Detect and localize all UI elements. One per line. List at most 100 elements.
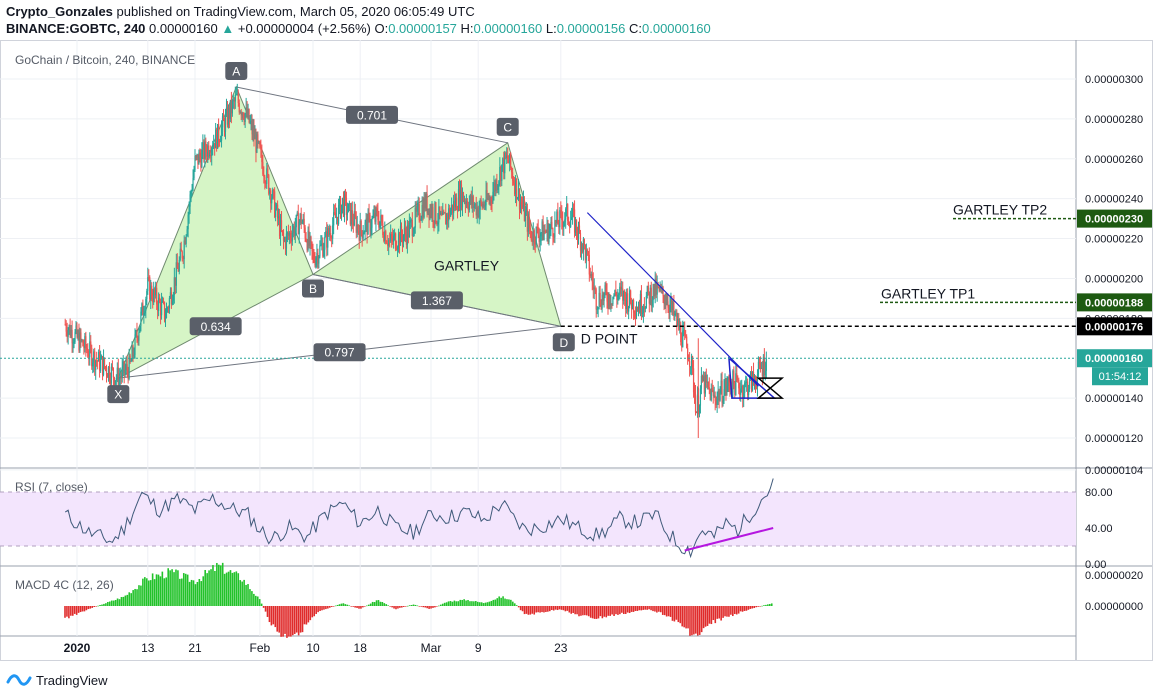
macd-bar xyxy=(712,606,715,621)
candle-down xyxy=(691,356,694,369)
macd-bar xyxy=(120,597,123,606)
time-tick-label: Feb xyxy=(250,641,271,655)
price-tick-label: 0.00000104 xyxy=(1085,465,1143,477)
candle-down xyxy=(200,157,202,168)
candle-up xyxy=(408,222,410,237)
candle-up xyxy=(298,221,300,235)
macd-bar xyxy=(243,579,245,606)
macd-bar xyxy=(391,606,393,608)
candle-up xyxy=(710,388,712,401)
candle-down xyxy=(205,141,207,153)
macd-bar xyxy=(599,606,602,617)
macd-bar xyxy=(498,596,500,606)
candle-down xyxy=(222,116,225,121)
macd-bar xyxy=(103,603,105,606)
candle-up xyxy=(272,189,274,199)
macd-bar xyxy=(570,606,573,614)
point-label-c: C xyxy=(503,120,512,134)
candle-down xyxy=(537,227,539,236)
candle-up xyxy=(527,216,529,232)
candle-up xyxy=(652,284,654,300)
candle-up xyxy=(723,389,725,401)
macd-bar xyxy=(116,598,119,606)
candle-up xyxy=(621,288,623,290)
candle-up xyxy=(323,249,325,257)
tp1-price-tag-value: 0.00000188 xyxy=(1085,297,1143,309)
candle-up xyxy=(338,198,341,206)
macd-bar xyxy=(720,606,722,621)
candle-up xyxy=(217,124,219,149)
publish-date: published on TradingView.com, March 05, … xyxy=(116,4,475,19)
macd-bar xyxy=(188,581,191,606)
author-name[interactable]: Crypto_Gonzales xyxy=(6,4,113,19)
macd-bar xyxy=(163,578,166,606)
candle-up xyxy=(192,178,194,191)
ratio-box xyxy=(346,105,398,124)
candle-down xyxy=(452,204,454,213)
candle-up xyxy=(580,244,583,251)
candle-up xyxy=(124,369,126,374)
candle-down xyxy=(630,290,632,303)
d-point-price-tag-box xyxy=(1077,317,1152,336)
candle-down xyxy=(662,287,664,296)
macd-bar xyxy=(284,606,286,634)
candle-down xyxy=(481,202,483,208)
candle-up xyxy=(146,291,148,299)
candle-down xyxy=(607,301,609,307)
candle-up xyxy=(341,197,344,205)
candle-up xyxy=(220,127,223,141)
macd-bar xyxy=(354,606,356,608)
macd-bar xyxy=(184,573,187,606)
macd-bar xyxy=(677,606,680,623)
candle-down xyxy=(523,200,526,221)
macd-bar xyxy=(325,606,327,610)
macd-bar xyxy=(404,606,407,607)
candle-down xyxy=(692,368,695,393)
macd-bar xyxy=(395,606,397,610)
macd-bar xyxy=(461,599,463,606)
macd-bar xyxy=(319,606,321,611)
candle-up xyxy=(258,141,260,143)
candle-down xyxy=(511,167,513,173)
macd-bar xyxy=(204,569,206,606)
candle-down xyxy=(156,287,158,305)
candle-down xyxy=(248,109,250,123)
macd-bar xyxy=(735,606,738,615)
candle-up xyxy=(639,293,642,313)
rsi-tick-label: 40.00 xyxy=(1085,523,1113,535)
macd-bar xyxy=(737,606,740,614)
macd-bar xyxy=(545,606,547,613)
candle-up xyxy=(618,293,620,295)
candle-up xyxy=(502,157,504,165)
macd-bar xyxy=(144,577,146,606)
candle-down xyxy=(76,325,78,338)
candle-up xyxy=(320,244,322,246)
candle-down xyxy=(383,235,385,242)
candle-down xyxy=(445,212,447,225)
candle-down xyxy=(151,285,153,298)
candle-down xyxy=(709,388,711,401)
macd-bar xyxy=(118,599,121,606)
macd-bar xyxy=(216,562,218,606)
candle-up xyxy=(187,214,189,230)
symbol-name[interactable]: BINANCE:GOBTC, 240 xyxy=(6,21,146,36)
macd-bar xyxy=(739,606,742,612)
candle-down xyxy=(705,374,707,383)
candle-up xyxy=(122,361,124,368)
macd-bar xyxy=(656,606,658,613)
candle-up xyxy=(646,285,648,296)
chart-canvas[interactable]: GoChain / Bitcoin, 240, BINANCE GARTLEY … xyxy=(0,40,1158,670)
candle-up xyxy=(241,112,243,116)
macd-bar xyxy=(350,606,353,607)
macd-bar xyxy=(480,602,483,606)
candle-up xyxy=(498,181,500,186)
footer-brand[interactable]: TradingView xyxy=(6,670,108,690)
candle-up xyxy=(171,300,173,305)
candle-down xyxy=(336,216,339,224)
macd-bar xyxy=(615,606,617,615)
candle-down xyxy=(595,289,597,310)
macd-bar xyxy=(210,569,212,606)
candle-up xyxy=(201,149,203,168)
candle-up xyxy=(469,195,471,202)
candle-down xyxy=(513,180,515,184)
